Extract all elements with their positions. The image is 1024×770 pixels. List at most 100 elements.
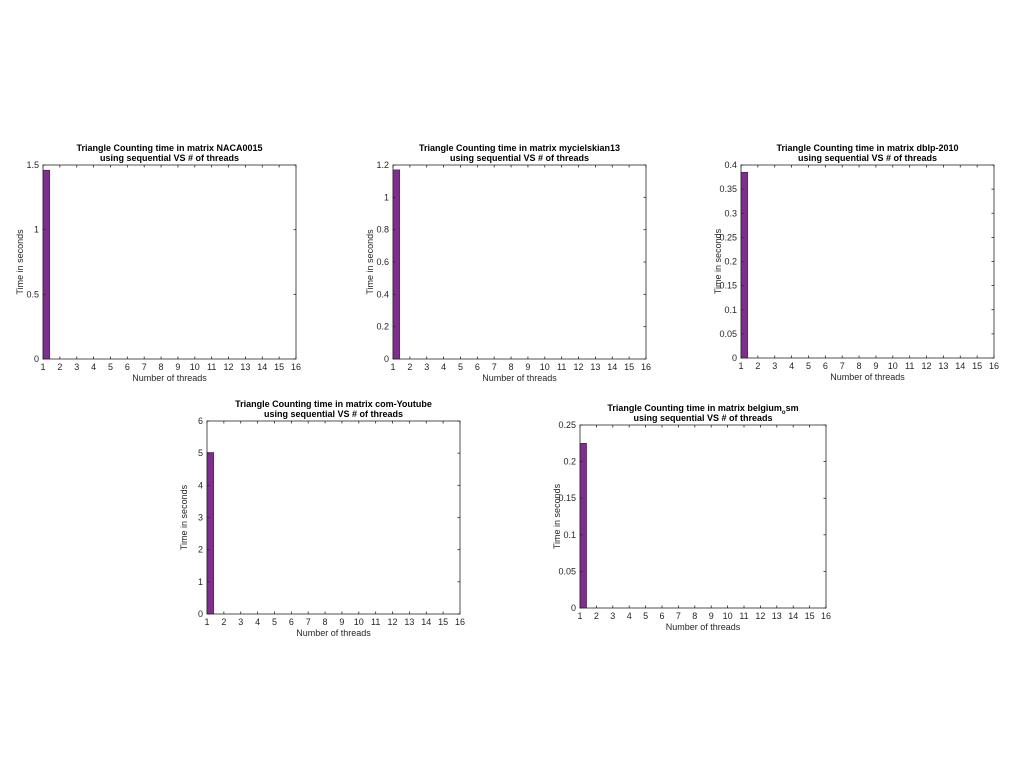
plot-frame (206, 420, 461, 615)
plot-frame (42, 164, 297, 360)
chart-1: Triangle Counting time in matrix NACA001… (15, 143, 301, 383)
x-axis-label: Number of threads (132, 373, 207, 383)
x-tick-label: 10 (190, 362, 200, 372)
x-tick-label: 4 (441, 362, 446, 372)
x-tick-label: 14 (955, 361, 965, 371)
plot-frame (740, 164, 995, 359)
x-tick-label: 1 (738, 361, 743, 371)
y-tick-label: 0.8 (376, 225, 389, 235)
chart-4: Triangle Counting time in matrix com-You… (179, 399, 465, 638)
y-tick-label: 1.2 (376, 160, 389, 170)
x-tick-label: 6 (125, 362, 130, 372)
plot-frame (579, 424, 827, 609)
x-tick-label: 15 (274, 362, 284, 372)
x-tick-label: 7 (306, 617, 311, 627)
y-tick-label: 1 (34, 225, 39, 235)
y-tick-label: 0.4 (376, 289, 389, 299)
x-tick-label: 16 (455, 617, 465, 627)
x-tick-label: 13 (240, 362, 250, 372)
x-tick-label: 5 (643, 611, 648, 621)
x-tick-label: 2 (594, 611, 599, 621)
y-tick-label: 0.35 (719, 184, 737, 194)
y-tick-label: 0.1 (724, 305, 737, 315)
x-tick-label: 9 (339, 617, 344, 627)
y-tick-label: 0 (34, 354, 39, 364)
x-tick-label: 1 (204, 617, 209, 627)
x-tick-label: 11 (207, 362, 216, 372)
x-tick-label: 6 (823, 361, 828, 371)
x-tick-label: 8 (857, 361, 862, 371)
y-tick-label: 0 (571, 603, 576, 613)
x-tick-label: 11 (557, 362, 566, 372)
y-tick-label: 0.25 (719, 232, 737, 242)
x-tick-label: 13 (590, 362, 600, 372)
x-tick-label: 2 (221, 617, 226, 627)
y-tick-label: 1.5 (26, 160, 39, 170)
y-tick-label: 0.05 (719, 329, 737, 339)
x-tick-label: 14 (788, 611, 798, 621)
x-tick-label: 12 (922, 361, 932, 371)
y-axis-label: Time in seconds (552, 483, 562, 549)
y-tick-label: 0.4 (724, 160, 737, 170)
x-tick-label: 12 (755, 611, 765, 621)
y-axis-label: Time in seconds (179, 484, 189, 550)
x-tick-label: 10 (888, 361, 898, 371)
x-tick-label: 4 (627, 611, 632, 621)
y-tick-label: 0 (732, 353, 737, 363)
x-tick-label: 6 (475, 362, 480, 372)
x-tick-label: 15 (972, 361, 982, 371)
bar (579, 442, 587, 609)
y-axis-label: Time in seconds (365, 229, 375, 295)
x-tick-label: 3 (772, 361, 777, 371)
x-tick-label: 11 (371, 617, 380, 627)
x-tick-label: 3 (424, 362, 429, 372)
plot-frame (392, 164, 647, 360)
x-tick-label: 3 (610, 611, 615, 621)
y-tick-label: 3 (198, 513, 203, 523)
x-tick-label: 8 (509, 362, 514, 372)
x-axis-label: Number of threads (830, 372, 905, 382)
y-tick-label: 0.3 (724, 208, 737, 218)
x-tick-label: 2 (407, 362, 412, 372)
x-tick-label: 15 (438, 617, 448, 627)
y-tick-label: 0.25 (558, 420, 576, 430)
y-tick-label: 0.2 (724, 257, 737, 267)
x-tick-label: 8 (159, 362, 164, 372)
x-axis-label: Number of threads (482, 373, 557, 383)
bar (42, 169, 51, 360)
y-tick-label: 0.15 (719, 281, 737, 291)
x-tick-label: 5 (458, 362, 463, 372)
chart-title: Triangle Counting time in matrix myciels… (419, 143, 620, 153)
chart-title-subscript: o (782, 410, 786, 416)
y-tick-label: 0.05 (558, 566, 576, 576)
x-tick-label: 4 (91, 362, 96, 372)
x-tick-label: 4 (255, 617, 260, 627)
y-tick-label: 1 (384, 192, 389, 202)
x-tick-label: 16 (291, 362, 301, 372)
chart-subtitle: using sequential VS # of threads (633, 413, 772, 423)
y-tick-label: 0.15 (558, 493, 576, 503)
chart-title-suffix: sm (786, 403, 799, 413)
x-tick-label: 7 (676, 611, 681, 621)
x-tick-label: 16 (641, 362, 651, 372)
chart-subtitle: using sequential VS # of threads (450, 153, 589, 163)
y-tick-label: 0.1 (563, 530, 576, 540)
x-tick-label: 7 (840, 361, 845, 371)
y-tick-label: 2 (198, 545, 203, 555)
x-tick-label: 3 (238, 617, 243, 627)
x-tick-label: 16 (821, 611, 831, 621)
x-tick-label: 11 (905, 361, 914, 371)
y-axis-label: Time in seconds (713, 228, 723, 294)
y-tick-label: 0.5 (26, 289, 39, 299)
x-tick-label: 1 (390, 362, 395, 372)
x-tick-label: 14 (257, 362, 267, 372)
chart-2: Triangle Counting time in matrix myciels… (365, 143, 651, 383)
x-tick-label: 9 (709, 611, 714, 621)
x-tick-label: 12 (224, 362, 234, 372)
y-tick-label: 4 (198, 480, 203, 490)
chart-5: Triangle Counting time in matrix belgium… (552, 403, 831, 632)
x-tick-label: 1 (577, 611, 582, 621)
y-tick-label: 0.6 (376, 257, 389, 267)
x-tick-label: 1 (40, 362, 45, 372)
